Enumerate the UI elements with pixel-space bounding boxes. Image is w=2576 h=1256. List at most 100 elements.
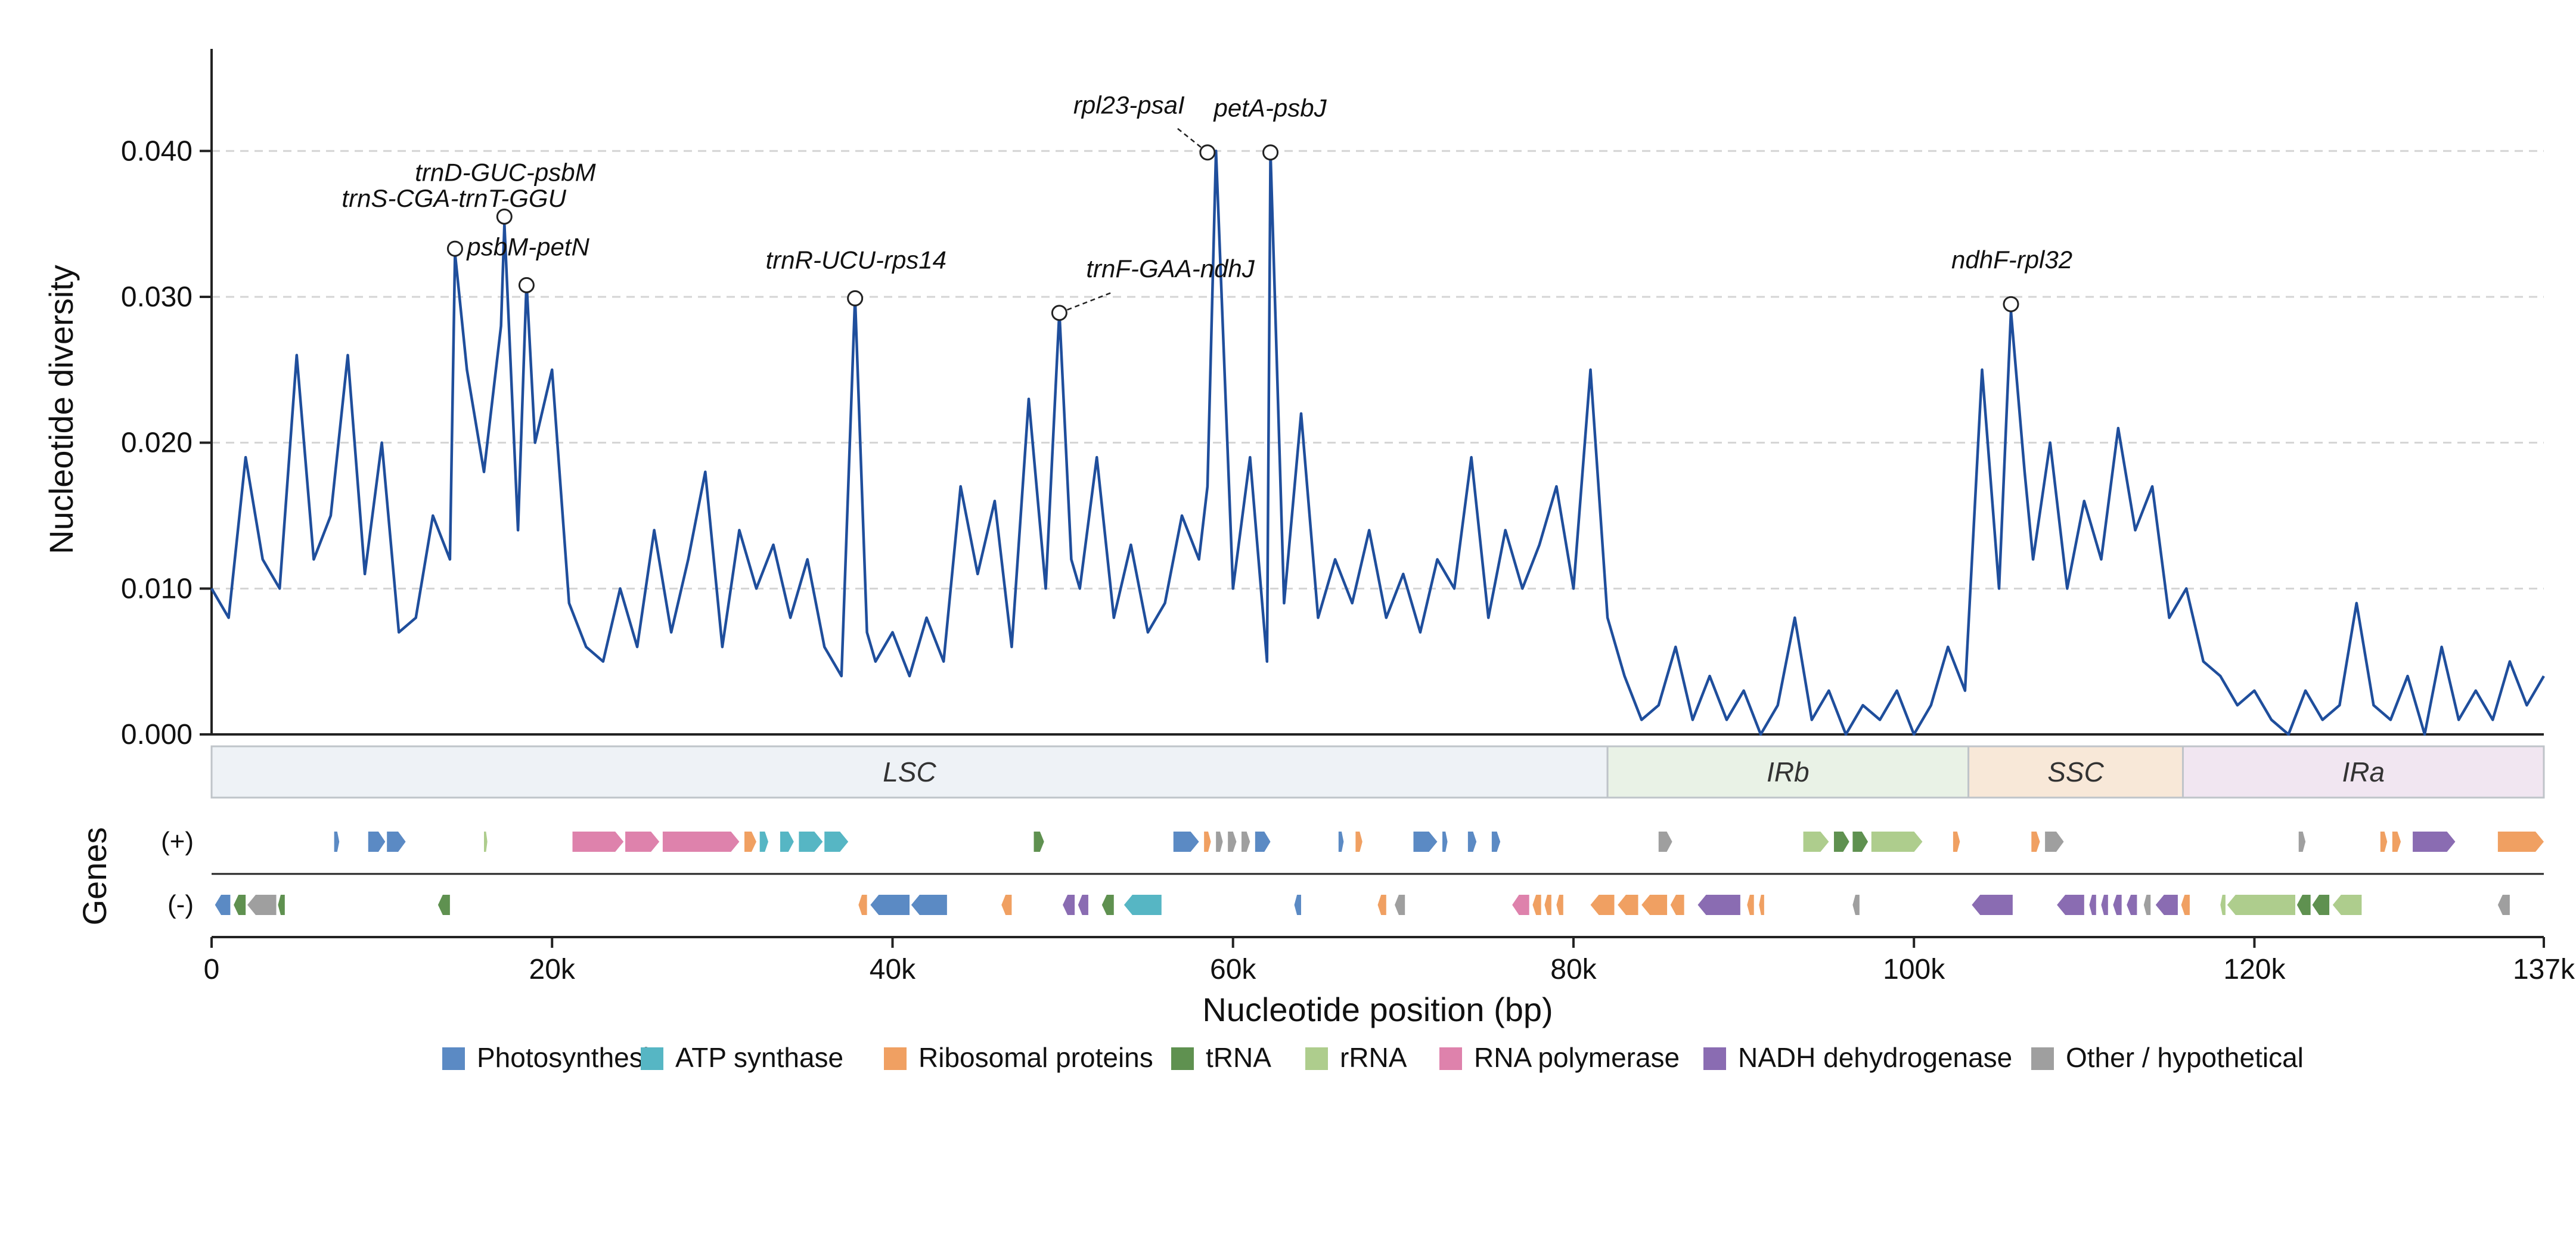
gene-rrna <box>2227 895 2295 915</box>
diversity-line <box>210 150 2545 736</box>
gene-ribo <box>858 895 867 915</box>
gene-other <box>1216 832 1223 852</box>
gene-other <box>1228 832 1237 852</box>
legend-label: NADH dehydrogenase <box>1738 1042 2012 1073</box>
peak-marker <box>518 277 535 293</box>
gene-ribo <box>744 832 756 852</box>
x-axis-title: Nucleotide position (bp) <box>1202 991 1553 1028</box>
legend-label: Photosynthesis <box>477 1042 663 1073</box>
region-ssc <box>1967 745 2184 799</box>
peak-marker <box>1199 144 1216 161</box>
legend-swatch-photo <box>442 1047 465 1070</box>
gene-ribo <box>1759 895 1764 915</box>
gene-other <box>1242 832 1250 852</box>
peak-label: petA-psbJ <box>1213 94 1327 122</box>
peak-label: trnD-GUC-psbM <box>415 158 595 186</box>
region-label: IRa <box>2342 756 2385 787</box>
axes-layer: 0.000 0.010 0.020 0.030 0.040 Nucleotide dive… <box>42 49 2575 1028</box>
legend-label: tRNA <box>1206 1042 1271 1073</box>
gene-photo <box>1173 832 1199 852</box>
gene-atp <box>1123 895 1162 915</box>
gene-ribo <box>1204 832 1211 852</box>
gene-atp <box>780 832 794 852</box>
gene-photo <box>334 832 340 852</box>
gene-rnapol <box>662 832 740 852</box>
gene-nadh <box>2127 895 2137 915</box>
legend-swatch-nadh <box>1703 1047 1726 1070</box>
peak-marker <box>1051 305 1067 321</box>
peak-leader-line <box>1059 291 1113 314</box>
gene-atp <box>824 832 849 852</box>
gene-ribo <box>2497 832 2544 852</box>
gene-rrna <box>1803 832 1829 852</box>
gene-ribo <box>2392 832 2401 852</box>
gene-photo <box>911 895 947 915</box>
gene-ribo <box>2031 832 2040 852</box>
gene-other <box>1658 832 1672 852</box>
legend-layer: Photosynthesis ATP synthase Ribosomal prot… <box>442 1042 2304 1073</box>
gene-ribo <box>1670 895 1684 915</box>
gene-atp <box>759 832 768 852</box>
gene-other <box>2143 895 2151 915</box>
gene-ribo <box>1618 895 1638 915</box>
peak-marker <box>496 208 513 225</box>
gene-rrna <box>1871 832 1923 852</box>
legend-swatch-atp <box>641 1047 663 1070</box>
gene-nadh <box>2113 895 2122 915</box>
gene-photo <box>1491 832 1501 852</box>
gene-photo <box>1255 832 1271 852</box>
gene-atp <box>799 832 823 852</box>
region-ira <box>2181 745 2545 799</box>
y-tick-label: 0.040 <box>121 135 193 167</box>
gene-ribo <box>1544 895 1551 915</box>
gene-nadh <box>2155 895 2178 915</box>
gene-rnapol <box>1512 895 1529 915</box>
x-tick-label: 120k <box>2223 954 2286 985</box>
region-lsc <box>210 745 1609 799</box>
gene-other <box>247 895 277 915</box>
gene-rnapol <box>572 832 624 852</box>
region-label: SSC <box>2047 756 2104 787</box>
gene-rrna <box>483 832 488 852</box>
legend-label: Other / hypothetical <box>2066 1042 2304 1073</box>
x-tick-label: 20k <box>529 954 576 985</box>
gene-photo <box>1467 832 1477 852</box>
minus-strand-label: (-) <box>167 890 194 919</box>
peak-label: psbM-petN <box>465 232 589 260</box>
gene-nadh <box>2101 895 2108 915</box>
peak-label: ndhF-rpl32 <box>1951 246 2072 274</box>
x-tick-label: 80k <box>1550 954 1597 985</box>
x-tick-label: 60k <box>1210 954 1256 985</box>
y-tick-label: 0.000 <box>121 719 193 751</box>
gene-trna <box>1101 895 1114 915</box>
gene-nadh <box>2089 895 2096 915</box>
gene-photo <box>1413 832 1438 852</box>
gene-other <box>2497 895 2510 915</box>
y-axis-title: Nucleotide diversity <box>42 265 80 554</box>
gene-layer: Genes (+) (-) <box>76 827 2544 926</box>
gene-ribo <box>1556 895 1563 915</box>
gene-nadh <box>2057 895 2084 915</box>
peak-marker <box>2003 296 2019 312</box>
gene-trna <box>1852 832 1869 852</box>
y-tick-label: 0.010 <box>121 573 193 604</box>
legend-label: RNA polymerase <box>1474 1042 1680 1073</box>
gene-trna <box>1833 832 1849 852</box>
gene-photo <box>215 895 231 915</box>
region-label: IRb <box>1767 756 1810 787</box>
peak-label: trnF-GAA-ndhJ <box>1086 255 1255 283</box>
gene-photo <box>387 832 406 852</box>
peak-label: trnR-UCU-rps14 <box>766 246 946 274</box>
gene-nadh <box>1697 895 1740 915</box>
gene-ribo <box>1377 895 1386 915</box>
gene-track-title: Genes <box>76 827 113 926</box>
peak-marker <box>446 240 463 257</box>
legend-swatch-other <box>2031 1047 2054 1070</box>
gene-trna <box>2296 895 2311 915</box>
gene-photo <box>1442 832 1448 852</box>
gene-other <box>1852 895 1860 915</box>
gene-trna <box>437 895 450 915</box>
region-layer: LSC IRb SSC IRa <box>210 745 2545 799</box>
